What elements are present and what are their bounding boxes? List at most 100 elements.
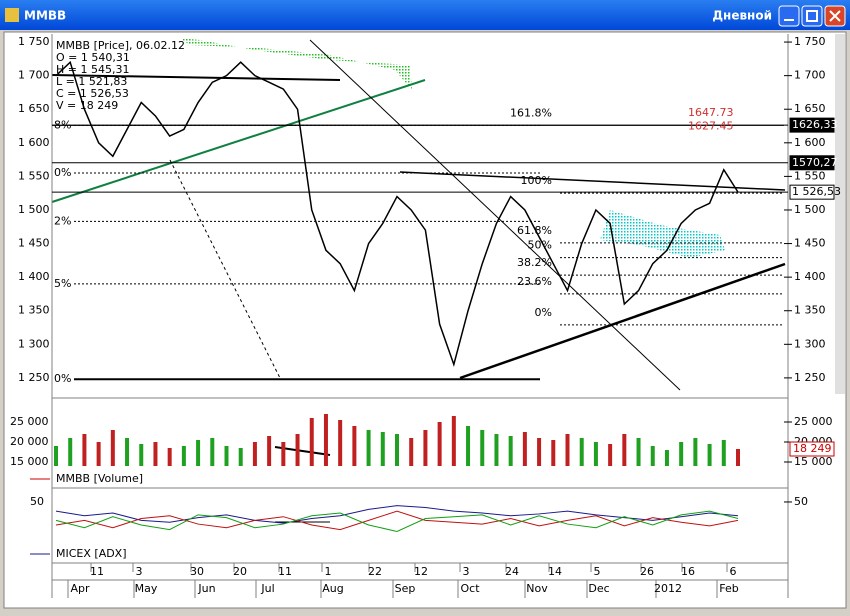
volume-bar bbox=[721, 440, 726, 466]
last-label: 18 249 bbox=[793, 442, 832, 455]
legend-label: MMBB [Volume] bbox=[56, 472, 143, 485]
volume-bar bbox=[608, 444, 613, 466]
level-label: 1570,27 bbox=[792, 156, 838, 169]
day-label: 14 bbox=[548, 565, 562, 578]
button-glyphs bbox=[784, 10, 841, 22]
volume-bar bbox=[139, 444, 144, 466]
info-line: MMBB [Price], 06.02.12 bbox=[56, 39, 185, 52]
day-label: 24 bbox=[505, 565, 519, 578]
volume-bar bbox=[537, 438, 542, 466]
volume-bar bbox=[707, 444, 712, 466]
volume-bar bbox=[736, 449, 740, 466]
volume-bar bbox=[295, 434, 300, 466]
volume-bar bbox=[679, 442, 684, 466]
fib-label: 5% bbox=[54, 277, 71, 290]
volume-bar bbox=[664, 450, 669, 466]
volume-bar bbox=[437, 422, 442, 466]
y-tick-label: 50 bbox=[794, 495, 808, 508]
volume-bar bbox=[636, 438, 641, 466]
volume-bar bbox=[96, 442, 101, 466]
month-label: Aug bbox=[322, 582, 343, 595]
volume-bar bbox=[153, 442, 158, 466]
volume-bar bbox=[54, 446, 58, 466]
month-label: Jul bbox=[260, 582, 274, 595]
volume-bar bbox=[565, 434, 570, 466]
level-label: 1626,33 bbox=[792, 118, 838, 131]
volume-bar bbox=[238, 448, 243, 466]
y-tick-label: 15 000 bbox=[794, 455, 833, 468]
volume-bar bbox=[252, 442, 257, 466]
volume-bar bbox=[622, 434, 627, 466]
scrollbar[interactable] bbox=[835, 34, 845, 394]
day-label: 12 bbox=[414, 565, 428, 578]
volume-bar bbox=[82, 434, 87, 466]
month-label: Feb bbox=[719, 582, 738, 595]
overlays bbox=[51, 38, 786, 523]
maximize-button[interactable] bbox=[801, 5, 823, 27]
fib-label: 0% bbox=[54, 372, 71, 385]
y-tick-label: 1 300 bbox=[794, 337, 826, 350]
legend-label: MICEX [ADX] bbox=[56, 547, 127, 560]
info-line: V = 18 249 bbox=[56, 99, 118, 112]
month-label: Oct bbox=[460, 582, 480, 595]
fib-label: 2% bbox=[54, 214, 71, 227]
level-tag bbox=[789, 184, 835, 200]
y-tick-label: 1 250 bbox=[794, 371, 826, 384]
y-tick-label: 1 500 bbox=[18, 203, 50, 216]
volume-bar bbox=[224, 446, 229, 466]
y-tick-label: 25 000 bbox=[10, 415, 49, 428]
y-tick-label: 20 000 bbox=[10, 435, 49, 448]
volume-bar bbox=[522, 432, 527, 466]
fib-label: 161.8% bbox=[510, 106, 552, 119]
y-tick-label: 15 000 bbox=[10, 455, 49, 468]
volume-bar bbox=[494, 434, 499, 466]
month-label: Apr bbox=[70, 582, 90, 595]
y-tick-label: 1 300 bbox=[18, 337, 50, 350]
y-tick-label: 25 000 bbox=[794, 415, 833, 428]
day-label: 3 bbox=[136, 565, 143, 578]
volume-bar bbox=[352, 426, 357, 466]
level-label: 1 526,53 bbox=[792, 185, 841, 198]
volume-bar bbox=[579, 438, 584, 466]
info-line: H = 1 545,31 bbox=[56, 63, 129, 76]
info-line: O = 1 540,31 bbox=[56, 51, 130, 64]
volume-bar bbox=[395, 434, 399, 466]
day-label: 6 bbox=[730, 565, 737, 578]
y-tick-label: 1 350 bbox=[794, 304, 826, 317]
volume-bar bbox=[551, 440, 556, 466]
volume-bar bbox=[380, 432, 385, 466]
day-label: 1 bbox=[325, 565, 332, 578]
volume-bar bbox=[267, 436, 272, 466]
app-icon bbox=[5, 8, 19, 22]
month-label: Nov bbox=[526, 582, 548, 595]
note: 1647.73 bbox=[688, 106, 734, 119]
month-label: May bbox=[135, 582, 158, 595]
y-tick-label: 1 650 bbox=[794, 102, 826, 115]
volume-bar bbox=[451, 416, 456, 466]
volume-bar bbox=[650, 446, 655, 466]
price-line bbox=[55, 60, 739, 368]
y-tick-label: 1 400 bbox=[794, 270, 826, 283]
fib-label: 0% bbox=[54, 166, 71, 179]
y-tick-label: 1 250 bbox=[18, 371, 50, 384]
adx-line bbox=[55, 510, 739, 532]
y-tick-label: 1 450 bbox=[18, 237, 50, 250]
volume-bar bbox=[110, 430, 115, 466]
info-line: L = 1 521,83 bbox=[56, 75, 127, 88]
day-label: 16 bbox=[681, 565, 695, 578]
volume-bar bbox=[281, 442, 286, 466]
minimize-button[interactable] bbox=[778, 5, 800, 27]
adx-line bbox=[55, 510, 739, 531]
level-tag bbox=[789, 117, 835, 133]
fib-label: 100% bbox=[521, 174, 552, 187]
y-tick-label: 1 600 bbox=[18, 136, 50, 149]
y-tick-label: 1 700 bbox=[18, 69, 50, 82]
volume-bar bbox=[181, 446, 186, 466]
y-tick-label: 1 600 bbox=[794, 136, 826, 149]
volume-bar bbox=[480, 430, 485, 466]
day-label: 30 bbox=[190, 565, 204, 578]
window-title: MMBB bbox=[24, 9, 66, 23]
day-label: 26 bbox=[640, 565, 654, 578]
volume-bar bbox=[366, 430, 371, 466]
